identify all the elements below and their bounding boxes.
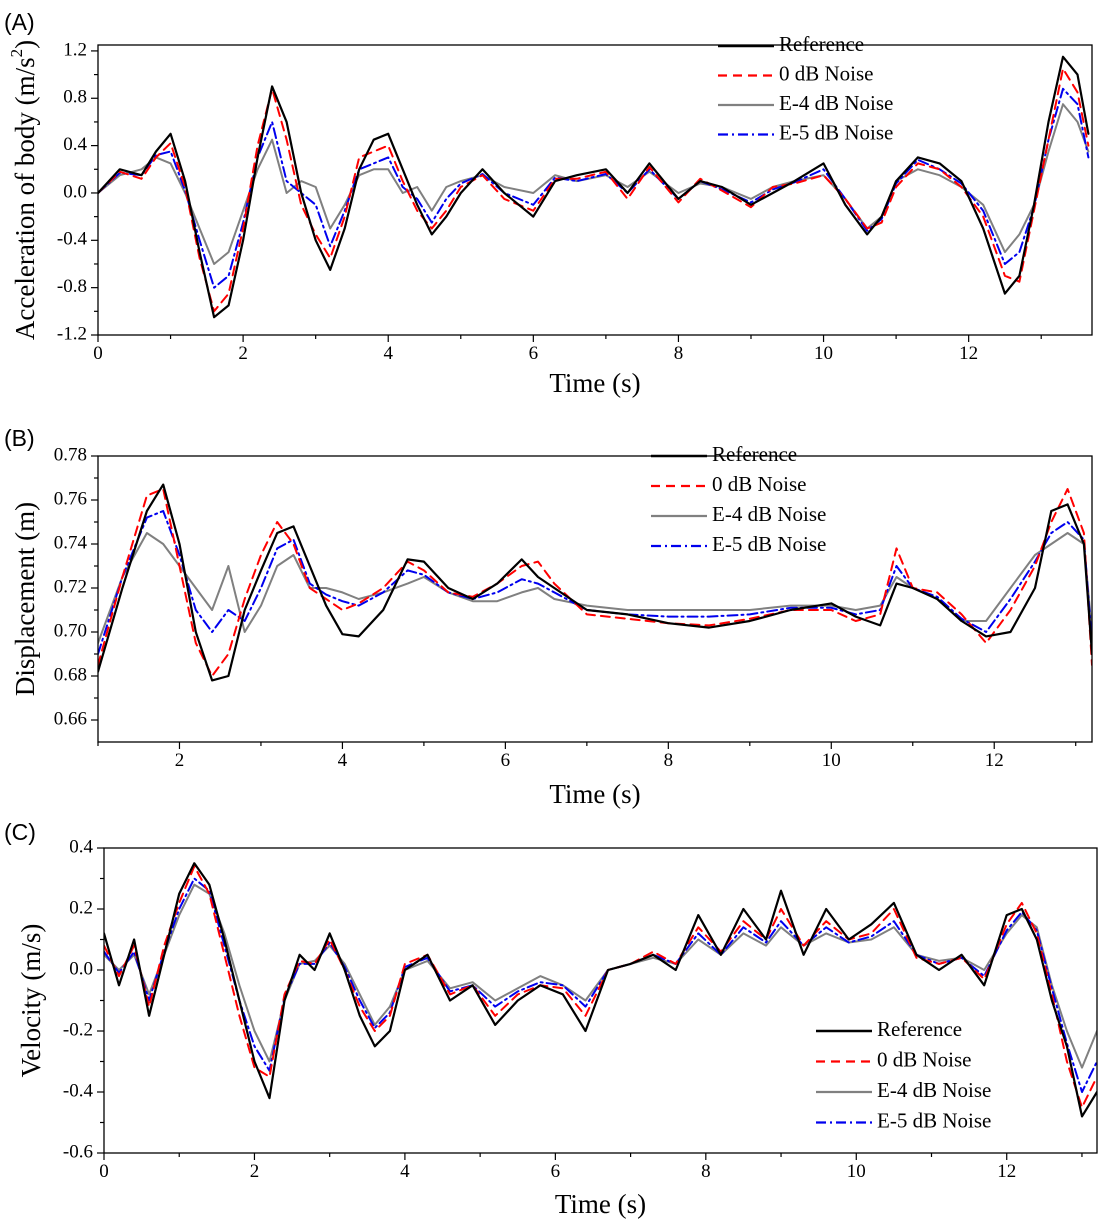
- series-line-noise_0db: [98, 67, 1090, 313]
- series-group: [104, 862, 1097, 1118]
- x-axis-title: Time (s): [555, 1189, 646, 1219]
- legend: Reference 0 dB Noise E-4 dB Noise E-5 dB No…: [718, 32, 893, 144]
- y-tick-label: 0.4: [69, 836, 93, 857]
- chart-panel-3: (C) 0 2 4 6 8 10 12 -0.6 -0.4 -0.2 0.0 0.2 0.4 Time (s…: [4, 819, 1098, 1219]
- y-tick-label: 0.78: [54, 444, 87, 465]
- x-tick-label: 4: [338, 750, 348, 771]
- series-line-noise_0db: [98, 488, 1092, 677]
- x-tick-label: 10: [822, 750, 841, 771]
- plot-frame: [97, 455, 1093, 743]
- series-line-noise_e5: [98, 510, 1092, 655]
- y-tick-label: 0.0: [69, 958, 93, 979]
- y-axis-title: Velocity (m/s): [16, 924, 46, 1078]
- y-tick-label: -0.4: [63, 1080, 94, 1101]
- y-tick-label: 1.2: [63, 39, 87, 60]
- y-axis-title: Displacement (m): [10, 502, 40, 696]
- series-line-reference: [104, 862, 1097, 1118]
- x-axis-title: Time (s): [549, 779, 640, 809]
- y-tick-label: -0.2: [63, 1019, 93, 1040]
- plot-frame: [103, 847, 1098, 1154]
- y-tick-label: -0.4: [57, 229, 88, 250]
- legend-label-noise_e4: E-4 dB Noise: [779, 91, 893, 115]
- y-tick-label: 0.74: [54, 532, 88, 553]
- y-tick-label: 0.68: [54, 664, 87, 685]
- x-tick-label: 8: [664, 750, 674, 771]
- legend-label-noise_0db: 0 dB Noise: [779, 61, 874, 85]
- y-axis-title-close: ): [10, 40, 40, 49]
- x-tick-label: 10: [814, 343, 833, 364]
- legend-label-reference: Reference: [712, 442, 797, 466]
- plot-frame: [97, 44, 1093, 336]
- x-tick-label: 6: [551, 1161, 561, 1182]
- series-line-reference: [98, 55, 1090, 319]
- legend-label-noise_0db: 0 dB Noise: [877, 1047, 972, 1071]
- y-tick-label: 0.8: [63, 87, 87, 108]
- series-line-noise_0db: [104, 865, 1097, 1109]
- legend-label-reference: Reference: [877, 1017, 962, 1041]
- x-tick-label: 10: [847, 1161, 866, 1182]
- y-tick-label: -0.6: [63, 1141, 93, 1162]
- x-tick-label: 2: [238, 343, 248, 364]
- legend-label-noise_e4: E-4 dB Noise: [877, 1078, 991, 1102]
- y-axis-title-main: Acceleration of body (m/s: [10, 57, 40, 340]
- y-axis-title-main: Displacement (m): [10, 502, 40, 696]
- x-axis-title: Time (s): [549, 368, 640, 398]
- x-tick-label: 0: [99, 1161, 109, 1182]
- chart-panel-1: (A) 0 2 4 6 8 10 12 -1.2 -0.8 -0.4 0.0 0.4 0.8 1.2 Time…: [4, 9, 1093, 398]
- series-line-noise_e4: [98, 103, 1090, 265]
- series-group: [98, 55, 1090, 319]
- y-tick-label: -1.2: [57, 323, 87, 344]
- y-tick-label: 0.4: [63, 134, 87, 155]
- series-line-noise_e5: [98, 87, 1090, 289]
- x-tick-label: 4: [383, 343, 393, 364]
- x-tick-label: 8: [674, 343, 684, 364]
- x-tick-label: 2: [175, 750, 185, 771]
- x-tick-label: 8: [701, 1161, 711, 1182]
- panel-label: (B): [4, 425, 35, 451]
- legend-label-noise_0db: 0 dB Noise: [712, 472, 807, 496]
- y-tick-label: 0.70: [54, 620, 87, 641]
- y-axis-title-main: Velocity (m/s): [16, 924, 46, 1078]
- panel-label: (C): [4, 819, 36, 845]
- x-tick-label: 2: [250, 1161, 260, 1182]
- legend: Reference 0 dB Noise E-4 dB Noise E-5 dB No…: [816, 1017, 991, 1132]
- y-tick-label: 0.76: [54, 488, 87, 509]
- y-tick-label: -0.8: [57, 276, 87, 297]
- legend-label-noise_e5: E-5 dB Noise: [712, 532, 826, 556]
- x-tick-label: 4: [400, 1161, 410, 1182]
- y-tick-label: 0.66: [54, 708, 87, 729]
- y-tick-label: 0.2: [69, 897, 93, 918]
- series-line-noise_e4: [104, 883, 1097, 1069]
- x-tick-label: 6: [501, 750, 511, 771]
- legend-label-noise_e5: E-5 dB Noise: [877, 1108, 991, 1132]
- y-tick-label: 0.72: [54, 576, 87, 597]
- legend-label-reference: Reference: [779, 32, 864, 56]
- series-line-reference: [98, 483, 1092, 682]
- y-tick-label: 0.0: [63, 181, 87, 202]
- legend: Reference 0 dB Noise E-4 dB Noise E-5 dB No…: [651, 442, 826, 556]
- series-line-noise_e4: [98, 532, 1092, 644]
- x-tick-label: 12: [985, 750, 1004, 771]
- x-tick-label: 0: [93, 343, 103, 364]
- chart-panel-2: (B) 2 4 6 8 10 12 0.66 0.68 0.70 0.72 0.74 0.76 0.78 T…: [4, 425, 1093, 809]
- legend-label-noise_e5: E-5 dB Noise: [779, 120, 893, 144]
- y-axis-title-sup: 2: [7, 49, 26, 58]
- x-tick-label: 12: [959, 343, 978, 364]
- x-tick-label: 6: [529, 343, 539, 364]
- y-axis-title: Acceleration of body (m/s2): [7, 40, 40, 340]
- x-tick-label: 12: [997, 1161, 1016, 1182]
- series-group: [98, 483, 1092, 682]
- panel-label: (A): [4, 9, 35, 35]
- legend-label-noise_e4: E-4 dB Noise: [712, 502, 826, 526]
